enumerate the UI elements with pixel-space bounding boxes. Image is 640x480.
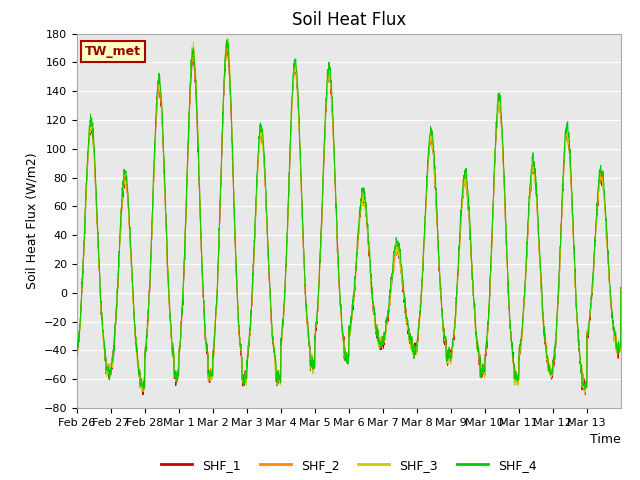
SHF_2 xyxy=(513,373,520,379)
SHF_4 xyxy=(513,378,521,384)
Text: TW_met: TW_met xyxy=(85,45,141,58)
Title: Soil Heat Flux: Soil Heat Flux xyxy=(292,11,406,29)
SHF_1 xyxy=(513,374,520,380)
SHF_3 xyxy=(382,328,390,334)
SHF_3 xyxy=(245,335,253,341)
SHF_4 xyxy=(140,387,147,393)
SHF_2 xyxy=(127,257,135,263)
X-axis label: Time: Time xyxy=(590,433,621,446)
SHF_4 xyxy=(544,354,552,360)
SHF_3 xyxy=(224,36,232,41)
SHF_3 xyxy=(610,328,618,334)
SHF_2 xyxy=(617,288,625,293)
SHF_2 xyxy=(381,328,389,334)
SHF_3 xyxy=(617,287,625,292)
Legend: SHF_1, SHF_2, SHF_3, SHF_4: SHF_1, SHF_2, SHF_3, SHF_4 xyxy=(156,454,541,477)
Line: SHF_1: SHF_1 xyxy=(77,50,621,395)
SHF_3 xyxy=(73,353,81,359)
SHF_1 xyxy=(617,285,625,290)
SHF_4 xyxy=(610,325,618,331)
SHF_4 xyxy=(382,324,390,329)
SHF_1 xyxy=(73,348,81,354)
SHF_1 xyxy=(127,258,135,264)
Line: SHF_3: SHF_3 xyxy=(77,38,621,392)
SHF_4 xyxy=(223,37,230,43)
SHF_4 xyxy=(127,252,135,258)
SHF_4 xyxy=(73,354,81,360)
SHF_1 xyxy=(543,360,551,366)
SHF_2 xyxy=(73,353,81,359)
SHF_2 xyxy=(543,357,551,362)
SHF_2 xyxy=(581,391,589,396)
SHF_4 xyxy=(245,336,253,342)
SHF_1 xyxy=(582,392,589,397)
SHF_3 xyxy=(544,360,552,366)
Y-axis label: Soil Heat Flux (W/m2): Soil Heat Flux (W/m2) xyxy=(25,153,38,289)
SHF_1 xyxy=(245,342,253,348)
Line: SHF_4: SHF_4 xyxy=(77,40,621,390)
SHF_2 xyxy=(610,324,618,330)
SHF_4 xyxy=(617,287,625,293)
SHF_1 xyxy=(610,328,618,334)
SHF_3 xyxy=(513,375,521,381)
SHF_1 xyxy=(224,47,232,53)
SHF_2 xyxy=(245,340,253,346)
Line: SHF_2: SHF_2 xyxy=(77,45,621,394)
SHF_3 xyxy=(140,389,147,395)
SHF_1 xyxy=(381,329,389,335)
SHF_3 xyxy=(127,256,135,262)
SHF_2 xyxy=(223,42,231,48)
